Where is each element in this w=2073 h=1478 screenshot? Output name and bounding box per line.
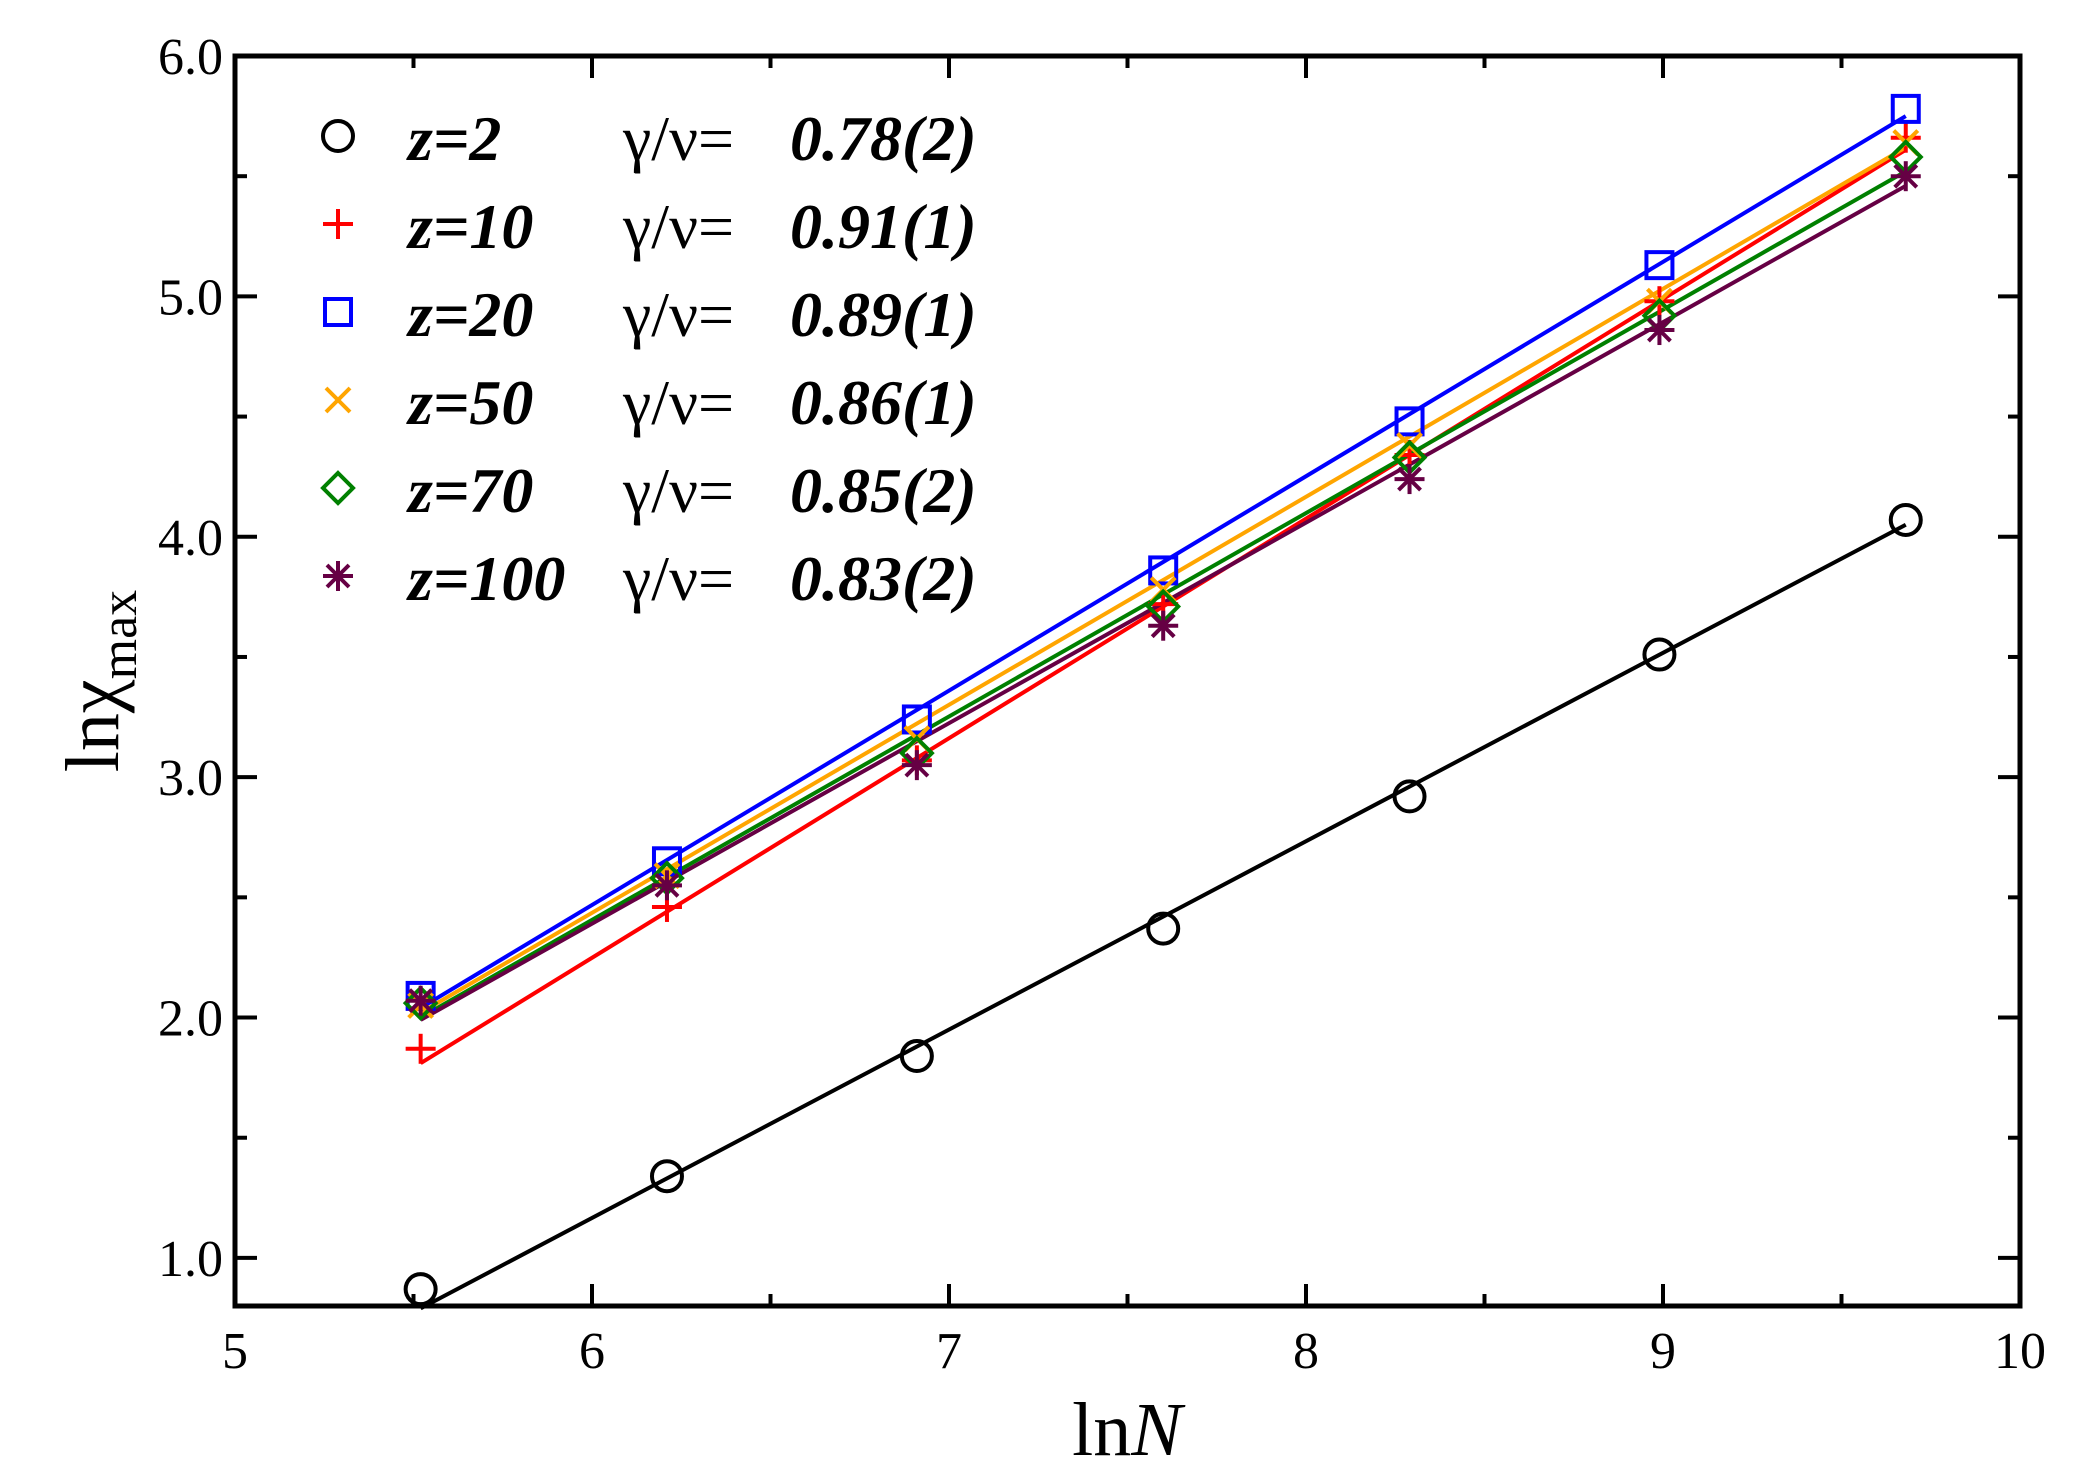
legend-exponent: 0.86(1) [790, 367, 977, 438]
legend-exponent: 0.85(2) [790, 455, 977, 526]
point-z=70 [402, 985, 439, 1021]
legend-gamma-label: γ/ν= [622, 543, 734, 614]
data-markers [402, 93, 1924, 1307]
point-z=2 [403, 1272, 438, 1307]
legend-marker-z=50 [324, 386, 352, 414]
legend-gamma-label: γ/ν= [622, 279, 734, 350]
point-z=10 [405, 1033, 436, 1064]
legend-label: z=20 [406, 279, 533, 350]
legend-exponent: 0.78(2) [790, 103, 977, 174]
point-z=2 [1642, 637, 1677, 672]
legend-label: z=100 [406, 543, 565, 614]
y-tick-label: 6.0 [158, 29, 223, 86]
fit-line-z=2 [419, 522, 1907, 1311]
x-tick-label: 6 [579, 1323, 605, 1380]
point-z=100 [405, 985, 436, 1016]
point-z=100 [1890, 161, 1921, 192]
tick-labels: 5 6 7 8 9 10 1.0 2.0 3.0 4.0 5.0 6.0 [158, 29, 2046, 1380]
fit-line-z=20 [419, 114, 1907, 1010]
y-tick-label: 2.0 [158, 991, 223, 1048]
legend-label: z=10 [406, 191, 533, 262]
legend-label: z=50 [406, 367, 533, 438]
y-tick-label: 4.0 [158, 510, 223, 567]
legend-gamma-label: γ/ν= [622, 367, 734, 438]
point-z=100 [651, 870, 682, 901]
y-tick-label: 5.0 [158, 269, 223, 326]
point-z=2 [1392, 779, 1427, 814]
legend-exponent: 0.91(1) [790, 191, 977, 262]
legend-gamma-label: γ/ν= [622, 191, 734, 262]
legend-gamma-label: γ/ν= [622, 103, 734, 174]
legend-label: z=2 [406, 103, 501, 174]
point-z=20 [1890, 93, 1921, 124]
y-axis-label: lnχmax [51, 590, 148, 772]
legend-label: z=70 [406, 455, 533, 526]
legend-exponent: 0.89(1) [790, 279, 977, 350]
point-z=100 [1394, 464, 1425, 495]
legend-marker-z=10 [323, 209, 353, 239]
legend-marker-z=70 [320, 470, 356, 506]
legend-marker-z=20 [323, 297, 353, 327]
point-z=2 [1146, 911, 1181, 946]
point-z=2 [649, 1159, 684, 1194]
point-z=100 [1644, 315, 1675, 346]
x-tick-label: 9 [1650, 1323, 1676, 1380]
legend-exponent: 0.83(2) [790, 543, 977, 614]
point-z=20 [901, 704, 932, 735]
ticks [233, 54, 2022, 1306]
x-tick-label: 7 [936, 1323, 962, 1380]
legend: z=2 γ/ν= 0.78(2) z=10 γ/ν= 0.91(1) z=20 γ/ν= 0.8… [320, 103, 977, 614]
legend-marker-z=100 [323, 561, 353, 591]
y-tick-label: 3.0 [158, 750, 223, 807]
point-z=20 [1394, 406, 1425, 437]
point-z=10 [1890, 122, 1921, 153]
x-tick-label: 8 [1293, 1323, 1319, 1380]
y-tick-label: 1.0 [158, 1231, 223, 1288]
x-axis-label: lnN [1072, 1388, 1186, 1472]
x-tick-label: 5 [222, 1323, 248, 1380]
point-z=100 [901, 750, 932, 781]
point-z=20 [1148, 555, 1179, 586]
point-z=2 [1888, 502, 1923, 537]
legend-marker-z=2 [321, 119, 355, 153]
legend-gamma-label: γ/ν= [622, 455, 734, 526]
point-z=2 [899, 1039, 934, 1073]
x-tick-label: 10 [1994, 1323, 2046, 1380]
point-z=20 [1644, 250, 1675, 281]
point-z=50 [1396, 432, 1423, 459]
point-z=100 [1148, 610, 1179, 641]
